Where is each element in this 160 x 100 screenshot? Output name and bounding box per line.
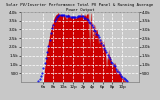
Title: Solar PV/Inverter Performance Total PV Panel & Running Average Power Output: Solar PV/Inverter Performance Total PV P… [6, 3, 154, 12]
